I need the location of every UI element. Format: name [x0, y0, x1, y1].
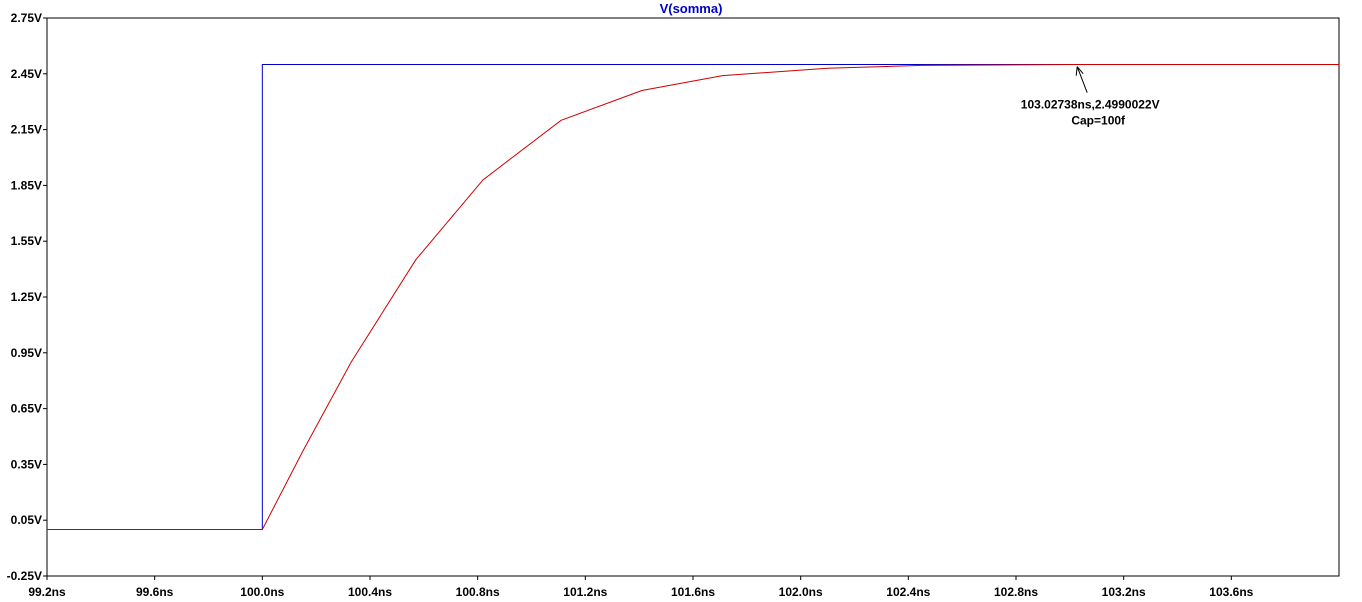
annotation-arrowhead — [1075, 66, 1078, 76]
x-tick-label: 100.8ns — [456, 585, 500, 599]
x-tick-label: 102.8ns — [994, 585, 1038, 599]
annotation-label: 103.02738ns,2.4990022V — [1021, 98, 1160, 112]
cursor-annotation: 103.02738ns,2.4990022V Cap=100f — [1021, 66, 1160, 128]
x-tick-label: 99.6ns — [136, 585, 174, 599]
x-tick-label: 103.2ns — [1102, 585, 1146, 599]
x-tick-label: 100.4ns — [348, 585, 392, 599]
y-tick-label: 0.05V — [11, 513, 42, 527]
y-tick-label: 1.25V — [11, 290, 42, 304]
x-tick-label: 101.2ns — [563, 585, 607, 599]
x-tick-label: 102.4ns — [886, 585, 930, 599]
y-tick-label: 1.55V — [11, 234, 42, 248]
x-tick-label: 103.6ns — [1209, 585, 1253, 599]
y-tick-label: -0.25V — [7, 569, 42, 583]
x-tick-label: 99.2ns — [28, 585, 66, 599]
annotation-param: Cap=100f — [1071, 114, 1126, 128]
y-tick-label: 0.95V — [11, 346, 42, 360]
y-tick-label: 2.75V — [11, 11, 42, 25]
series-line-red — [47, 64, 1339, 530]
x-axis: 99.2ns 99.6ns 100.0ns 100.4ns 100.8ns 101.2ns… — [28, 576, 1254, 599]
annotation-arrowhead — [1076, 66, 1084, 75]
series-layer — [47, 64, 1339, 530]
y-axis: 2.75V 2.45V 2.15V 1.85V 1.55V 1.25V 0.95V 0.65V… — [7, 11, 47, 583]
y-tick-label: 0.65V — [11, 402, 42, 416]
x-tick-label: 100.0ns — [240, 585, 284, 599]
x-tick-label: 101.6ns — [671, 585, 715, 599]
y-tick-label: 2.45V — [11, 67, 42, 81]
chart-title: V(somma) — [660, 1, 723, 16]
x-tick-label: 102.0ns — [779, 585, 823, 599]
y-tick-label: 2.15V — [11, 123, 42, 137]
y-tick-label: 1.85V — [11, 178, 42, 192]
y-tick-label: 0.35V — [11, 457, 42, 471]
annotation-arrow — [1076, 66, 1088, 93]
